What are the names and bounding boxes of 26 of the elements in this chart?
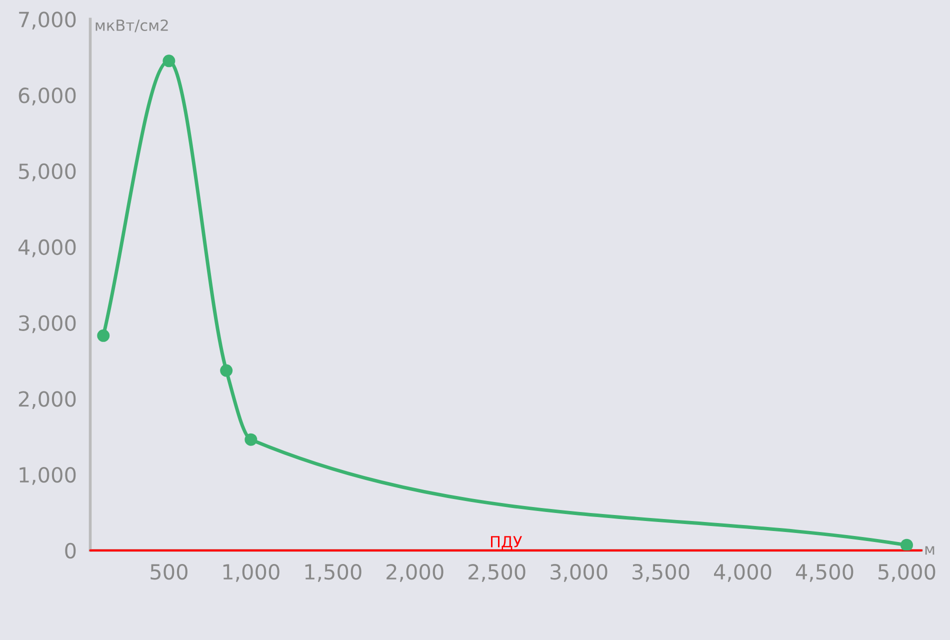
y-tick-label: 4,000	[18, 239, 76, 258]
y-tick-label: 0	[65, 542, 76, 559]
point	[244, 433, 258, 446]
point	[162, 54, 176, 68]
x-tick-label: 500	[150, 564, 188, 580]
x-tick-label: 1,000	[223, 564, 280, 582]
y-axis-title: мкВт/см2	[96, 19, 168, 32]
x-tick-label: 4,500	[796, 564, 854, 582]
y-tick-label: 7,000	[19, 12, 76, 30]
x-tick-label: 3,000	[550, 564, 608, 582]
y-tick-label: 3,000	[19, 315, 76, 334]
point	[900, 538, 913, 550]
y-tick-label: 1,000	[20, 466, 76, 485]
point	[220, 364, 233, 377]
x-axis-title: м	[925, 546, 934, 555]
x-tick-label: 1,500	[305, 564, 362, 582]
ref-line-label: ПДУ	[491, 536, 522, 550]
y-tick-label: 2,000	[18, 391, 76, 409]
x-tick-label: 5,000	[878, 564, 936, 582]
point	[97, 329, 110, 342]
x-tick-label: 4,000	[714, 564, 772, 582]
x-tick-label: 2,500	[468, 564, 526, 582]
x-tick-label: 2,000	[386, 564, 444, 582]
x-tick-label: 3,500	[632, 564, 690, 582]
y-tick-label: 6,000	[18, 88, 76, 106]
y-tick-label: 5,000	[19, 163, 76, 182]
